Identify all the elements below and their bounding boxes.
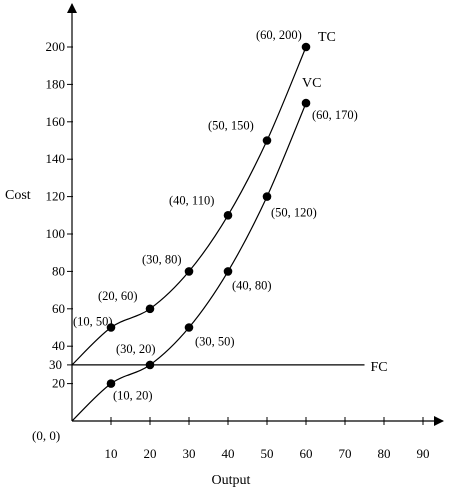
x-tick-label: 90 [417, 446, 430, 461]
x-tick-label: 70 [339, 446, 352, 461]
y-tick-label: 80 [52, 263, 65, 278]
y-tick-label: 140 [46, 151, 66, 166]
x-tick-label: 20 [144, 446, 157, 461]
y-tick-label: 200 [46, 39, 66, 54]
tc-point-label: (30, 80) [142, 252, 182, 266]
axes: Output Cost (0, 0) [5, 3, 444, 488]
curves [71, 46, 365, 422]
tc-point-label: (10, 50) [73, 315, 113, 329]
vc-point-label: (10, 20) [113, 389, 153, 403]
y-tick-label: 100 [46, 226, 66, 241]
fc-series-label: FC [371, 360, 388, 375]
ticks: 10 20 30 40 50 60 70 80 90 20 30 40 60 80 100 120 140 160… [46, 39, 430, 461]
vc-point [184, 323, 194, 332]
x-tick-label: 50 [261, 446, 274, 461]
y-tick-label: 20 [52, 376, 65, 391]
vc-point-label: (30, 50) [195, 335, 235, 349]
tc-point-label: (20, 60) [98, 289, 138, 303]
tc-point [301, 42, 311, 52]
labels: (10, 50) (20, 60) (30, 80) (40, 110) (50, 15… [73, 28, 388, 403]
y-tick-label: 120 [46, 189, 66, 204]
tc-point-label: (40, 110) [169, 193, 214, 207]
x-tick-label: 40 [222, 446, 235, 461]
vc-point-label: (30, 20) [116, 342, 156, 356]
vc-point [106, 379, 116, 388]
tc-point-label: (60, 200) [256, 28, 302, 42]
x-tick-label: 60 [300, 446, 313, 461]
vc-point [262, 192, 272, 201]
vc-point [301, 98, 311, 108]
y-tick-label: 60 [52, 301, 65, 316]
tc-point [223, 211, 233, 220]
y-tick-label: 180 [46, 76, 66, 91]
tc-point [262, 136, 272, 145]
x-tick-label: 10 [105, 446, 118, 461]
y-axis-title: Cost [5, 188, 31, 203]
tc-point-label: (50, 150) [208, 119, 254, 133]
tc-point [184, 267, 194, 276]
data-points [106, 42, 311, 388]
origin-label: (0, 0) [32, 428, 60, 443]
tc-point [106, 323, 116, 332]
vc-point-label: (40, 80) [232, 278, 272, 292]
y-tick-label: 30 [49, 357, 62, 372]
vc-curve [71, 102, 307, 422]
vc-point-label: (50, 120) [271, 206, 317, 220]
y-tick-label: 40 [52, 338, 65, 353]
tc-point [145, 304, 155, 314]
tc-series-label: TC [318, 30, 336, 45]
vc-series-label: VC [302, 76, 321, 91]
vc-point [145, 360, 155, 370]
x-tick-label: 30 [183, 446, 196, 461]
y-tick-label: 160 [46, 114, 66, 129]
vc-point [223, 267, 233, 276]
x-axis-title: Output [212, 473, 251, 488]
vc-point-label: (60, 170) [312, 108, 358, 122]
x-tick-label: 80 [378, 446, 391, 461]
